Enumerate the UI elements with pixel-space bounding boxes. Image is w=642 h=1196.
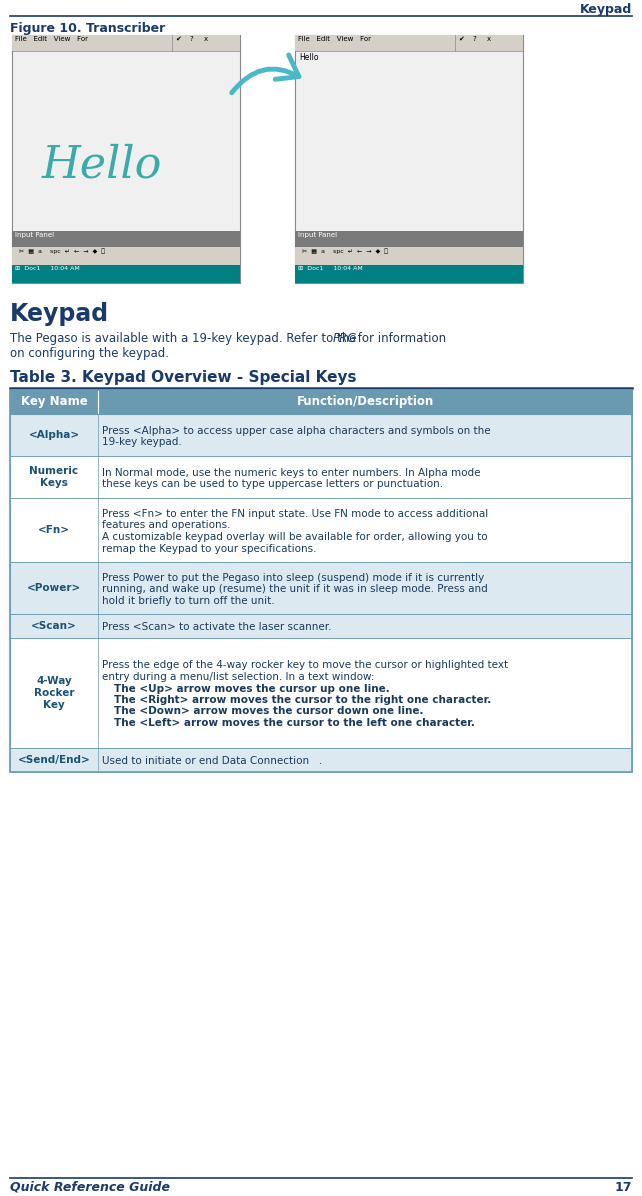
FancyArrowPatch shape — [232, 55, 299, 93]
Bar — [12, 35, 240, 51]
Bar — [10, 456, 632, 498]
Text: The <Right> arrow moves the cursor to the right one character.: The <Right> arrow moves the cursor to th… — [114, 695, 491, 704]
Bar — [10, 614, 632, 637]
Text: <Alpha>: <Alpha> — [28, 431, 80, 440]
Text: 17: 17 — [614, 1180, 632, 1194]
Text: 19-key keypad.: 19-key keypad. — [102, 437, 182, 447]
Bar — [12, 248, 240, 266]
Bar — [295, 35, 523, 51]
Bar — [295, 35, 523, 283]
Text: Table 3. Keypad Overview - Special Keys: Table 3. Keypad Overview - Special Keys — [10, 370, 356, 385]
Text: <Scan>: <Scan> — [31, 621, 77, 631]
Text: <Send/End>: <Send/End> — [17, 755, 91, 765]
Bar — [10, 637, 632, 748]
Text: entry during a menu/list selection. In a text window:: entry during a menu/list selection. In a… — [102, 672, 374, 682]
Text: hold it briefly to turn off the unit.: hold it briefly to turn off the unit. — [102, 596, 275, 605]
Bar — [10, 390, 632, 414]
Text: Input Panel: Input Panel — [298, 232, 337, 238]
Text: Figure 10. Transcriber: Figure 10. Transcriber — [10, 22, 165, 35]
Text: Press <Scan> to activate the laser scanner.: Press <Scan> to activate the laser scann… — [102, 622, 331, 633]
Text: 4-Way
Rocker
Key: 4-Way Rocker Key — [34, 677, 74, 709]
Bar — [12, 266, 240, 283]
Text: ✂  ▦  a    spc  ↵  ←  →  ◆  ⓘ: ✂ ▦ a spc ↵ ← → ◆ ⓘ — [298, 248, 388, 254]
Bar — [10, 748, 632, 771]
Text: <Fn>: <Fn> — [38, 525, 70, 535]
Text: In Normal mode, use the numeric keys to enter numbers. In Alpha mode: In Normal mode, use the numeric keys to … — [102, 468, 480, 477]
Bar — [10, 748, 632, 771]
Bar — [10, 414, 632, 456]
Text: remap the Keypad to your specifications.: remap the Keypad to your specifications. — [102, 543, 317, 554]
Bar — [295, 266, 523, 283]
Bar — [10, 390, 632, 414]
Text: Press Power to put the Pegaso into sleep (suspend) mode if it is currently: Press Power to put the Pegaso into sleep… — [102, 573, 484, 582]
Text: File   Edit   View   For: File Edit View For — [15, 36, 88, 42]
Text: ⊞  Doc1     10:04 AM: ⊞ Doc1 10:04 AM — [298, 266, 363, 271]
Bar — [295, 248, 523, 266]
Text: Keypad: Keypad — [580, 4, 632, 16]
Text: ✔: ✔ — [175, 36, 181, 42]
Bar — [10, 498, 632, 562]
Text: File   Edit   View   For: File Edit View For — [298, 36, 371, 42]
Text: Quick Reference Guide: Quick Reference Guide — [10, 1180, 170, 1194]
Text: Numeric
Keys: Numeric Keys — [30, 466, 78, 488]
Bar — [12, 231, 240, 248]
Text: The <Down> arrow moves the cursor down one line.: The <Down> arrow moves the cursor down o… — [114, 707, 424, 716]
Text: x: x — [204, 36, 208, 42]
Text: ⊞  Doc1     10:04 AM: ⊞ Doc1 10:04 AM — [15, 266, 80, 271]
Text: Keypad: Keypad — [10, 303, 109, 327]
Text: x: x — [487, 36, 491, 42]
Text: for information: for information — [354, 332, 446, 344]
Bar — [10, 456, 632, 498]
Text: The <Up> arrow moves the cursor up one line.: The <Up> arrow moves the cursor up one l… — [114, 683, 390, 694]
Bar — [10, 390, 632, 771]
Text: Press <Alpha> to access upper case alpha characters and symbols on the: Press <Alpha> to access upper case alpha… — [102, 426, 490, 435]
Text: ✂  ▦  a    spc  ↵  ←  →  ◆  ⓘ: ✂ ▦ a spc ↵ ← → ◆ ⓘ — [15, 248, 105, 254]
Bar — [10, 562, 632, 614]
Text: The <Left> arrow moves the cursor to the left one character.: The <Left> arrow moves the cursor to the… — [114, 718, 475, 728]
Text: Input Panel: Input Panel — [15, 232, 54, 238]
Text: PRG: PRG — [333, 332, 358, 344]
Text: Used to initiate or end Data Connection   .: Used to initiate or end Data Connection … — [102, 756, 322, 767]
Text: Press <Fn> to enter the FN input state. Use FN mode to access additional: Press <Fn> to enter the FN input state. … — [102, 509, 489, 519]
Text: Hello: Hello — [299, 53, 318, 62]
Text: ?: ? — [472, 36, 476, 42]
Text: running, and wake up (resume) the unit if it was in sleep mode. Press and: running, and wake up (resume) the unit i… — [102, 585, 488, 594]
Bar — [12, 35, 240, 283]
Bar — [10, 414, 632, 456]
Text: A customizable keypad overlay will be available for order, allowing you to: A customizable keypad overlay will be av… — [102, 532, 488, 542]
Text: The Pegaso is available with a 19-key keypad. Refer to the: The Pegaso is available with a 19-key ke… — [10, 332, 360, 344]
Bar — [10, 498, 632, 562]
Bar — [10, 637, 632, 748]
Text: Function/Description: Function/Description — [297, 396, 433, 409]
Text: Hello: Hello — [42, 144, 162, 187]
Bar — [295, 231, 523, 248]
Text: ?: ? — [189, 36, 193, 42]
Bar — [10, 562, 632, 614]
Text: ✔: ✔ — [458, 36, 464, 42]
Text: Key Name: Key Name — [21, 396, 87, 409]
Text: features and operations.: features and operations. — [102, 520, 230, 531]
Text: these keys can be used to type uppercase letters or punctuation.: these keys can be used to type uppercase… — [102, 480, 443, 489]
Text: Press the edge of the 4-way rocker key to move the cursor or highlighted text: Press the edge of the 4-way rocker key t… — [102, 660, 508, 671]
Text: on configuring the keypad.: on configuring the keypad. — [10, 347, 169, 360]
Text: <Power>: <Power> — [27, 582, 81, 593]
Bar — [10, 614, 632, 637]
